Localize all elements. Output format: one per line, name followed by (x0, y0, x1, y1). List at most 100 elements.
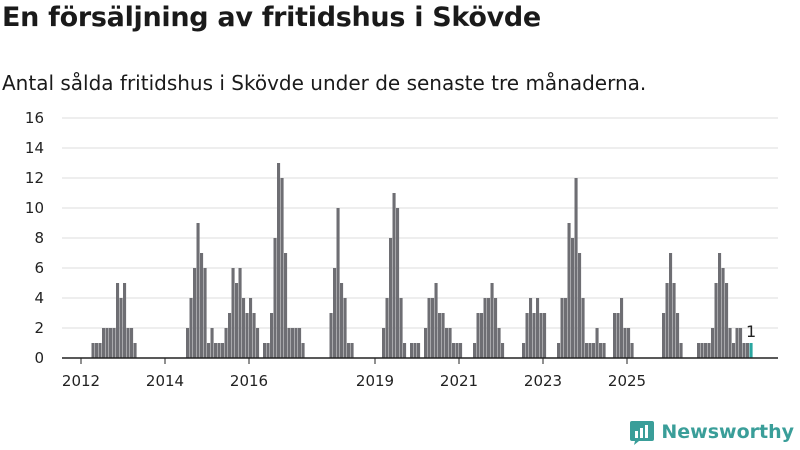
y-tick-label: 14 (25, 139, 44, 157)
bar (676, 313, 680, 358)
bar (627, 328, 631, 358)
bar (207, 343, 211, 358)
bar (238, 268, 242, 358)
bar (427, 298, 431, 358)
bar (599, 343, 603, 358)
y-tick-label: 2 (34, 319, 44, 337)
y-tick-label: 16 (25, 109, 44, 127)
bar (210, 328, 214, 358)
x-tick-label: 2021 (440, 372, 478, 390)
bar (434, 283, 438, 358)
bar (564, 298, 568, 358)
bar (116, 283, 120, 358)
brand-name: Newsworthy (661, 421, 794, 443)
bar (102, 328, 106, 358)
bar (109, 328, 113, 358)
bar (711, 328, 715, 358)
bar (340, 283, 344, 358)
bar (91, 343, 95, 358)
bar (441, 313, 445, 358)
bar (130, 328, 134, 358)
bar (392, 193, 396, 358)
bar (543, 313, 547, 358)
bar (329, 313, 333, 358)
bar (228, 313, 232, 358)
bar (123, 283, 127, 358)
bar (714, 283, 718, 358)
bar (389, 238, 393, 358)
bar (112, 328, 116, 358)
x-tick-label: 2014 (146, 372, 184, 390)
bar (333, 268, 337, 358)
bar (245, 313, 249, 358)
bar (347, 343, 351, 358)
bar (119, 298, 123, 358)
bar (203, 268, 207, 358)
bar (193, 268, 197, 358)
chart-subtitle: Antal sålda fritidshus i Skövde under de… (2, 71, 647, 95)
bar (557, 343, 561, 358)
chart-title: En försäljning av fritidshus i Skövde (2, 2, 541, 33)
bar (483, 298, 487, 358)
bar (595, 328, 599, 358)
bar (95, 343, 99, 358)
bar (574, 178, 578, 358)
bar (536, 298, 540, 358)
bar (350, 343, 354, 358)
bar (410, 343, 414, 358)
bar (189, 298, 193, 358)
bar (571, 238, 575, 358)
bar (592, 343, 596, 358)
bar (473, 343, 477, 358)
bar (728, 328, 732, 358)
bar (522, 343, 526, 358)
bar (284, 253, 288, 358)
bar (452, 343, 456, 358)
bar (669, 253, 673, 358)
bar (424, 328, 428, 358)
bar-chart: 0 2 4 6 8 10 12 14 16 2012 2014 2016 2019 2021 2023 202… (25, 109, 778, 390)
bar (707, 343, 711, 358)
bar (221, 343, 225, 358)
bar (662, 313, 666, 358)
bar (396, 208, 400, 358)
bar (105, 328, 109, 358)
bar (539, 313, 543, 358)
bar (242, 298, 246, 358)
bar (585, 343, 589, 358)
bar (291, 328, 295, 358)
bar (270, 313, 274, 358)
y-tick-label: 8 (34, 229, 44, 247)
bar (746, 343, 750, 358)
bar (739, 328, 743, 358)
y-tick-label: 0 (34, 349, 44, 367)
y-tick-label: 12 (25, 169, 44, 187)
bar (459, 343, 463, 358)
bar (578, 253, 582, 358)
bar (725, 283, 729, 358)
bar (721, 268, 725, 358)
bar (487, 298, 491, 358)
bar (532, 313, 536, 358)
bar (249, 298, 253, 358)
bar (231, 268, 235, 358)
bar (214, 343, 218, 358)
bar (679, 343, 683, 358)
bar (490, 283, 494, 358)
bar (277, 163, 281, 358)
bar (224, 328, 228, 358)
bar (403, 343, 407, 358)
bar (497, 328, 501, 358)
bar (616, 313, 620, 358)
bar (273, 238, 277, 358)
bar (133, 343, 137, 358)
bar (501, 343, 505, 358)
bar (287, 328, 291, 358)
bar (620, 298, 624, 358)
bar (252, 313, 256, 358)
bar (417, 343, 421, 358)
bar (735, 328, 739, 358)
bar (413, 343, 417, 358)
bar (445, 328, 449, 358)
bar (613, 313, 617, 358)
